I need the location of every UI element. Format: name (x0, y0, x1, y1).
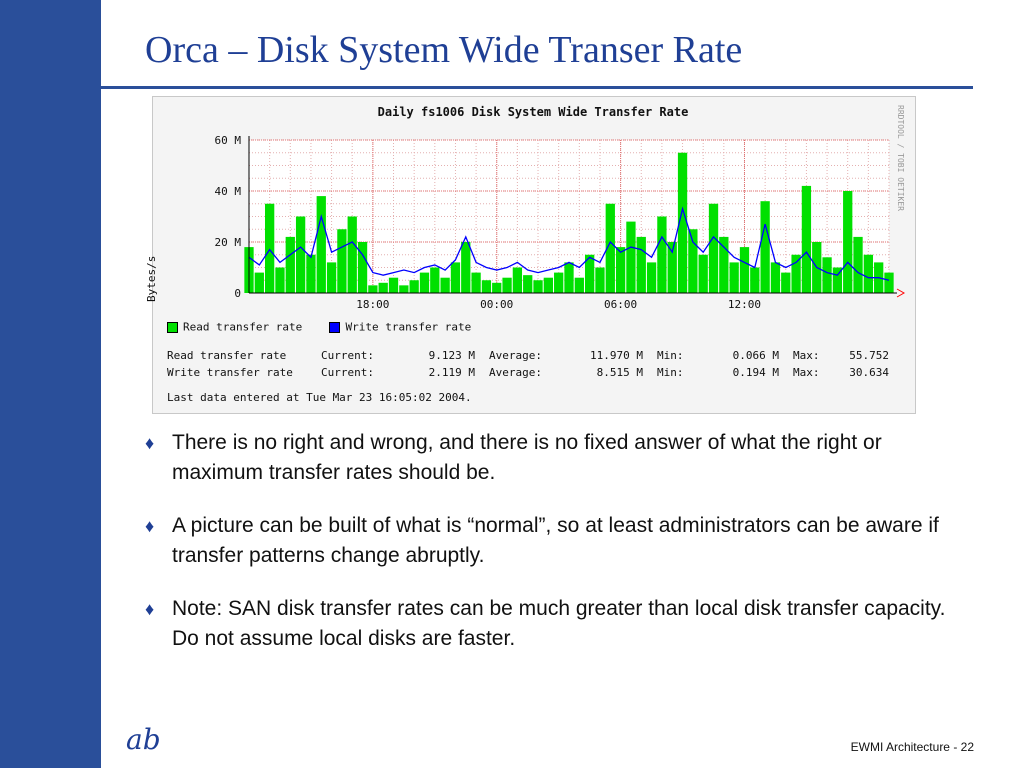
read-bar (595, 267, 605, 293)
read-bar (863, 254, 873, 293)
rrdtool-credit: RRDTOOL / TOBI OETIKER (896, 105, 905, 211)
read-bar (564, 262, 574, 293)
read-bar (347, 216, 357, 293)
read-bar (450, 262, 461, 293)
read-bar (523, 275, 533, 293)
title-divider (35, 86, 973, 89)
read-bar (492, 282, 502, 293)
write-legend-swatch (329, 321, 341, 333)
bullet-item: ♦ A picture can be built of what is “norm… (145, 511, 965, 571)
read-bar (636, 236, 646, 293)
read-bar (316, 196, 326, 293)
bullet-item: ♦ There is no right and wrong, and there … (145, 428, 965, 488)
read-legend-swatch (167, 321, 178, 333)
read-bar (698, 254, 708, 293)
diamond-icon: ♦ (145, 516, 155, 536)
diamond-icon: ♦ (145, 433, 155, 453)
read-bar (533, 280, 543, 293)
chart-stats: Read transfer rate Current: 9.123 M Average… (167, 347, 889, 406)
read-bar (708, 203, 719, 293)
bullet-text: Note: SAN disk transfer rates can be muc… (172, 597, 946, 650)
read-bar (739, 247, 750, 293)
bullet-list: ♦ There is no right and wrong, and there … (145, 428, 965, 677)
y-tick-label: 20 M (215, 236, 242, 249)
read-bar (254, 272, 264, 293)
read-bar (440, 277, 450, 293)
last-entry-text: Last data entered at Tue Mar 23 16:05:02… (167, 391, 472, 404)
slide-side-bar (0, 0, 101, 768)
read-bar (677, 152, 688, 293)
x-tick-label: 00:00 (480, 298, 513, 311)
footer-logo: ab (126, 723, 161, 756)
read-bar (667, 242, 677, 293)
bullet-text: There is no right and wrong, and there i… (172, 431, 882, 484)
read-bar (337, 229, 347, 293)
read-bar (832, 267, 843, 293)
read-bar (646, 262, 657, 293)
read-bar (481, 280, 492, 293)
y-tick-label: 60 M (215, 134, 242, 147)
read-bar (430, 267, 440, 293)
read-bar (843, 191, 853, 293)
chart-panel: 0 20 M 40 M 60 M 18:00 00:00 06:00 12:00 Daily … (145, 96, 916, 414)
read-bar (275, 267, 285, 293)
read-bar (285, 236, 295, 293)
read-bar (265, 203, 275, 293)
read-legend-label: Read transfer rate (183, 320, 303, 334)
read-bar (512, 267, 523, 293)
read-bar (502, 277, 512, 293)
read-bar (378, 282, 388, 293)
read-bar (688, 229, 698, 293)
read-bar (853, 236, 863, 293)
read-bar (729, 262, 739, 293)
read-bar (471, 272, 481, 293)
read-bar (760, 201, 770, 293)
write-line (248, 206, 890, 281)
read-bar (357, 242, 368, 293)
read-bar (419, 272, 430, 293)
y-tick-label: 40 M (215, 185, 242, 198)
read-bar (388, 277, 399, 293)
bullet-text: A picture can be built of what is “norma… (172, 514, 939, 567)
y-tick-label: 0 (234, 287, 241, 300)
bullet-item: ♦ Note: SAN disk transfer rates can be mu… (145, 594, 965, 654)
read-bar (770, 262, 781, 293)
read-bar (605, 203, 615, 293)
footer-page-label: EWMI Architecture - 22 (850, 740, 974, 754)
read-bar (574, 277, 584, 293)
read-bar (543, 277, 553, 293)
read-stats-row: Read transfer rate Current: 9.123 M Average… (167, 349, 889, 362)
read-bar (750, 267, 760, 293)
chart-plot: 0 20 M 40 M 60 M 18:00 00:00 06:00 12:00 (215, 134, 906, 311)
read-bar (368, 285, 378, 293)
read-bar (295, 216, 306, 293)
read-bar (884, 272, 894, 293)
read-bar (822, 257, 832, 293)
read-bar (585, 254, 595, 293)
read-bar (554, 272, 564, 293)
read-bar (409, 280, 419, 293)
read-bar (615, 247, 626, 293)
read-bar (719, 236, 729, 293)
read-bar (801, 185, 812, 293)
chart-title: Daily fs1006 Disk System Wide Transfer R… (377, 105, 689, 119)
read-bar (626, 221, 636, 293)
x-tick-label: 18:00 (356, 298, 389, 311)
write-legend-label: Write transfer rate (345, 320, 472, 334)
write-stats-row: Write transfer rate Current: 2.119 M Averag… (167, 366, 889, 379)
slide-title: Orca – Disk System Wide Transer Rate (145, 29, 743, 71)
x-axis-arrow (896, 288, 906, 298)
read-bar (399, 285, 409, 293)
read-bar (657, 216, 667, 293)
diamond-icon: ♦ (145, 599, 155, 619)
chart-legend: Read transfer rate Write transfer rate (167, 320, 471, 334)
x-tick-label: 06:00 (604, 298, 637, 311)
x-tick-label: 12:00 (728, 298, 761, 311)
read-bar (306, 254, 316, 293)
read-bar (326, 262, 337, 293)
read-bar (781, 272, 791, 293)
read-bar (461, 242, 471, 293)
y-axis-label: Bytes/s (145, 255, 158, 302)
read-bar (791, 254, 801, 293)
